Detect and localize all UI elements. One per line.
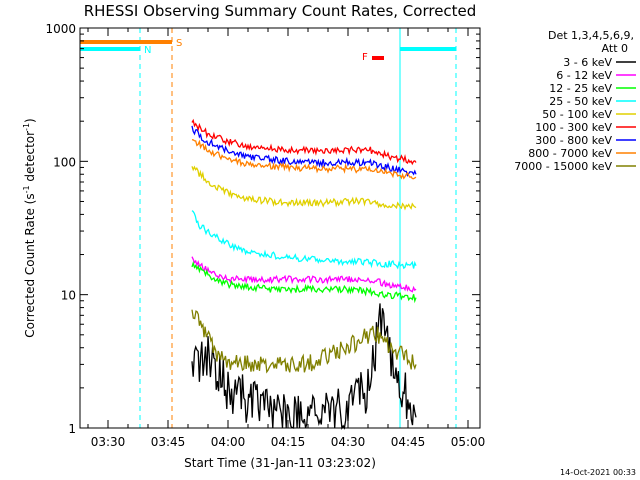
series-line-5	[191, 118, 417, 166]
plot-frame	[79, 27, 481, 429]
legend-label-7: 800 - 7000 keV	[528, 147, 612, 160]
x-tick-label-1: 03:45	[151, 435, 186, 449]
series-line-8	[191, 309, 417, 374]
x-tick-label-2: 04:00	[211, 435, 246, 449]
x-tick-label-4: 04:30	[331, 435, 366, 449]
legend-label-6: 300 - 800 keV	[535, 134, 612, 147]
legend-label-0: 3 - 6 keV	[563, 56, 612, 69]
y-axis-label-part3: )	[23, 118, 37, 123]
legend-label-1: 6 - 12 keV	[556, 69, 612, 82]
series-group	[191, 118, 417, 430]
y-axis-label-sup1: -1	[22, 185, 31, 193]
x-axis-label: Start Time (31-Jan-11 03:23:02)	[184, 456, 376, 470]
x-tick-label-0: 03:30	[91, 435, 126, 449]
y-axis-label-part2: detector	[23, 131, 37, 186]
legend-header-1: Det 1,3,4,5,6,9,	[548, 29, 634, 42]
flag-label-N: N	[144, 45, 151, 56]
x-axis-ticks: 03:30 03:45 04:00 04:15 04:30 04:45 05:00	[87, 28, 486, 449]
series-line-4	[191, 165, 417, 211]
legend-label-8: 7000 - 15000 keV	[514, 160, 612, 173]
chart-title: RHESSI Observing Summary Count Rates, Co…	[84, 2, 477, 20]
y-tick-label-3: 1000	[45, 22, 76, 36]
flag-label-S: S	[176, 38, 182, 49]
series-line-7	[191, 139, 417, 180]
series-line-6	[191, 125, 417, 177]
x-tick-label-5: 04:45	[391, 435, 426, 449]
y-axis-label: Corrected Count Rate (s-1 detector-1)	[22, 118, 37, 337]
legend-label-3: 25 - 50 keV	[549, 95, 612, 108]
legend-label-2: 12 - 25 keV	[549, 82, 612, 95]
y-axis-ticks: 1 10 100 1000	[45, 22, 480, 436]
legend-label-4: 50 - 100 keV	[542, 108, 612, 121]
flag-label-F: F	[362, 52, 368, 63]
x-tick-label-3: 04:15	[271, 435, 306, 449]
plot-decorations	[79, 28, 457, 428]
x-tick-label-6: 05:00	[451, 435, 486, 449]
series-line-3	[191, 210, 417, 270]
series-line-2	[191, 261, 417, 304]
series-line-1	[191, 256, 417, 293]
legend-header-2: Att 0	[602, 42, 628, 55]
y-tick-label-2: 100	[53, 155, 76, 169]
y-axis-label-sup2: -1	[22, 123, 31, 131]
attenuator-flags: N S F	[80, 38, 456, 63]
y-axis-label-part1: Corrected Count Rate (s	[23, 193, 37, 337]
legend-label-5: 100 - 300 keV	[535, 121, 612, 134]
footer-timestamp: 14-Oct-2021 00:33	[560, 468, 636, 477]
series-line-0	[191, 303, 417, 430]
y-tick-label-1: 10	[61, 289, 76, 303]
y-tick-label-0: 1	[68, 422, 76, 436]
